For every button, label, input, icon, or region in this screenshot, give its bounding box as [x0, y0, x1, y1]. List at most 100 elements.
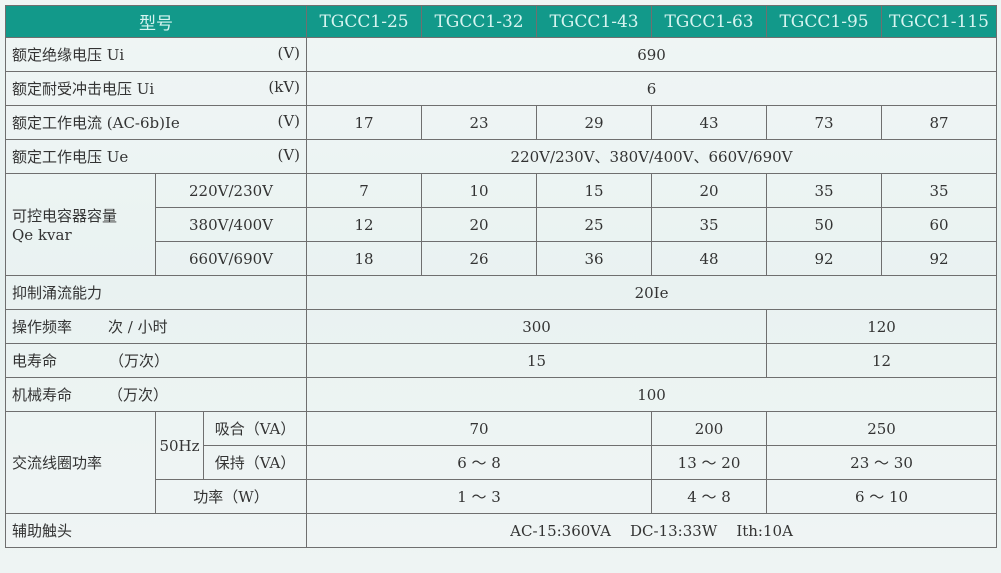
table-row: 操作频率 次 / 小时 300 120 [4, 309, 998, 344]
value: 29 [536, 105, 653, 140]
sub-label: 吸合（VA） [202, 411, 308, 446]
row-label: 机械寿命 （万次） [4, 377, 308, 412]
freq-label: 50Hz [155, 411, 204, 480]
model-col: TGCC1-63 [651, 5, 768, 38]
value: 20Ie [306, 275, 998, 310]
value: AC-15:360VA DC-13:33W Ith:10A [306, 513, 998, 548]
table-row: 660V/690V 18 26 36 48 92 92 [6, 241, 998, 276]
label-text: 可控电容器容量 [12, 207, 118, 225]
value: 87 [881, 105, 998, 140]
sub-label: 380V/400V [154, 207, 308, 242]
value: 6 [306, 71, 998, 106]
value: 50 [766, 207, 883, 242]
row-label: 交流线圈功率 [5, 411, 156, 514]
value: 20 [421, 207, 538, 242]
value: 10 [421, 173, 538, 208]
row-label: 额定工作电压 Ue (V) [4, 139, 308, 174]
value: 250 [766, 411, 998, 446]
unit: (V) [277, 146, 301, 164]
spec-table: 型号 TGCC1-25 TGCC1-32 TGCC1-43 TGCC1-63 T… [4, 5, 998, 548]
label-text: Qe kvar [12, 226, 72, 244]
value: 73 [766, 105, 883, 140]
table-row: 可控电容器容量 Qe kvar 220V/230V 7 10 15 20 35 3… [5, 173, 998, 276]
table-row: 保持（VA） 6 ～ 8 13 ～ 20 23 ～ 30 [6, 445, 998, 480]
value: 200 [651, 411, 768, 446]
value: 100 [306, 377, 998, 412]
value: 36 [536, 241, 653, 276]
table-row: 交流线圈功率 50Hz 吸合（VA） 70 200 250 [5, 411, 998, 514]
label-text: 机械寿命 [12, 386, 73, 404]
label-text: 额定绝缘电压 Ui [12, 46, 125, 64]
value: 92 [881, 241, 998, 276]
value: 15 [306, 343, 768, 378]
table-row: 抑制涌流能力 20Ie [4, 275, 998, 310]
table-row: 额定耐受冲击电压 Ui (kV) 6 [4, 71, 998, 106]
row-label: 额定绝缘电压 Ui (V) [4, 37, 308, 72]
value: 35 [766, 173, 883, 208]
unit: (V) [277, 112, 301, 130]
unit: （万次） [108, 386, 169, 404]
row-label: 抑制涌流能力 [4, 275, 308, 310]
sub-label: 保持（VA） [202, 445, 308, 480]
row-label: 操作频率 次 / 小时 [4, 309, 308, 344]
label-text: 额定耐受冲击电压 Ui [12, 80, 155, 98]
sub-label: 功率（W） [154, 479, 308, 514]
table-row: 功率（W） 1 ～ 3 4 ～ 8 6 ～ 10 [6, 479, 998, 514]
value: 7 [306, 173, 423, 208]
value: 1 ～ 3 [306, 479, 653, 514]
model-header: 型号 [4, 5, 308, 38]
table-row: 额定绝缘电压 Ui (V) 690 [4, 37, 998, 72]
value: 48 [651, 241, 768, 276]
row-label: 额定工作电流 (AC-6b)Ie (V) [4, 105, 308, 140]
table-row: 机械寿命 （万次） 100 [4, 377, 998, 412]
value: 220V/230V、380V/400V、660V/690V [306, 139, 998, 174]
model-col: TGCC1-115 [881, 5, 998, 38]
value: 35 [881, 173, 998, 208]
value: 26 [421, 241, 538, 276]
model-col: TGCC1-25 [306, 5, 423, 38]
sub-label: 660V/690V [154, 241, 308, 276]
value: 300 [306, 309, 768, 344]
value: 20 [651, 173, 768, 208]
table-row: 380V/400V 12 20 25 35 50 60 [6, 207, 998, 242]
sub-label: 220V/230V [154, 173, 308, 208]
value: 17 [306, 105, 423, 140]
table-row: 电寿命 （万次） 15 12 [4, 343, 998, 378]
label-text: 电寿命 [12, 352, 58, 370]
value: 23 ～ 30 [766, 445, 998, 480]
model-col: TGCC1-43 [536, 5, 653, 38]
value: 120 [766, 309, 998, 344]
value: 18 [306, 241, 423, 276]
table-row: 额定工作电流 (AC-6b)Ie (V) 17 23 29 43 73 87 [4, 105, 998, 140]
value: 12 [306, 207, 423, 242]
row-label: 辅助触头 [4, 513, 308, 548]
value: 6 ～ 8 [306, 445, 653, 480]
table-row: 辅助触头 AC-15:360VA DC-13:33W Ith:10A [4, 513, 998, 548]
value: 6 ～ 10 [766, 479, 998, 514]
value: 25 [536, 207, 653, 242]
label-text: 操作频率 [12, 318, 73, 336]
row-label: 额定耐受冲击电压 Ui (kV) [4, 71, 308, 106]
unit: (kV) [268, 78, 301, 96]
value: 60 [881, 207, 998, 242]
value: 13 ～ 20 [651, 445, 768, 480]
model-col: TGCC1-95 [766, 5, 883, 38]
header-row: 型号 TGCC1-25 TGCC1-32 TGCC1-43 TGCC1-63 T… [4, 5, 998, 38]
label-text: 额定工作电压 Ue [12, 148, 129, 166]
value: 690 [306, 37, 998, 72]
value: 4 ～ 8 [651, 479, 768, 514]
label-text: 额定工作电流 (AC-6b)Ie [12, 114, 180, 132]
row-label: 电寿命 （万次） [4, 343, 308, 378]
value: 35 [651, 207, 768, 242]
value: 92 [766, 241, 883, 276]
value: 70 [306, 411, 653, 446]
value: 43 [651, 105, 768, 140]
unit: (V) [277, 44, 301, 62]
unit: 次 / 小时 [108, 318, 168, 336]
table-row: 额定工作电压 Ue (V) 220V/230V、380V/400V、660V/69… [4, 139, 998, 174]
value: 23 [421, 105, 538, 140]
model-col: TGCC1-32 [421, 5, 538, 38]
row-label: 可控电容器容量 Qe kvar [5, 173, 156, 276]
value: 15 [536, 173, 653, 208]
value: 12 [766, 343, 998, 378]
